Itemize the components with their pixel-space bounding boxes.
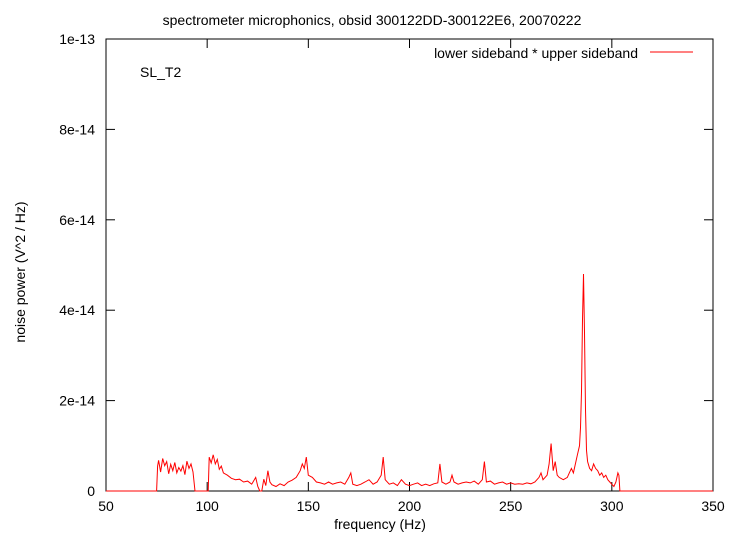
x-tick-label: 250 <box>499 498 523 514</box>
y-tick-label: 8e-14 <box>59 121 95 137</box>
series-line <box>106 273 713 492</box>
plot-frame <box>105 38 714 492</box>
axis-ticks: 50 100 150 200 250 300 350 0 2e-14 4e-14 6e-14 8e-1… <box>59 31 725 514</box>
legend-label: lower sideband * upper sideband <box>434 45 638 61</box>
x-tick-label: 100 <box>195 498 219 514</box>
y-tick-label: 6e-14 <box>59 212 95 228</box>
annotation-label: SL_T2 <box>140 64 181 80</box>
chart-title: spectrometer microphonics, obsid 300122D… <box>163 12 582 28</box>
series-layer <box>106 273 713 492</box>
y-tick-label: 1e-13 <box>59 31 95 47</box>
x-tick-label: 50 <box>98 498 114 514</box>
x-tick-label: 150 <box>297 498 321 514</box>
y-tick-label: 2e-14 <box>59 393 95 409</box>
x-tick-label: 200 <box>398 498 422 514</box>
y-axis-label: noise power (V^2 / Hz) <box>12 201 28 342</box>
y-tick-label: 4e-14 <box>59 302 95 318</box>
x-tick-label: 350 <box>701 498 725 514</box>
y-tick-label: 0 <box>87 483 95 499</box>
x-tick-label: 300 <box>600 498 624 514</box>
x-axis-label: frequency (Hz) <box>334 516 426 532</box>
